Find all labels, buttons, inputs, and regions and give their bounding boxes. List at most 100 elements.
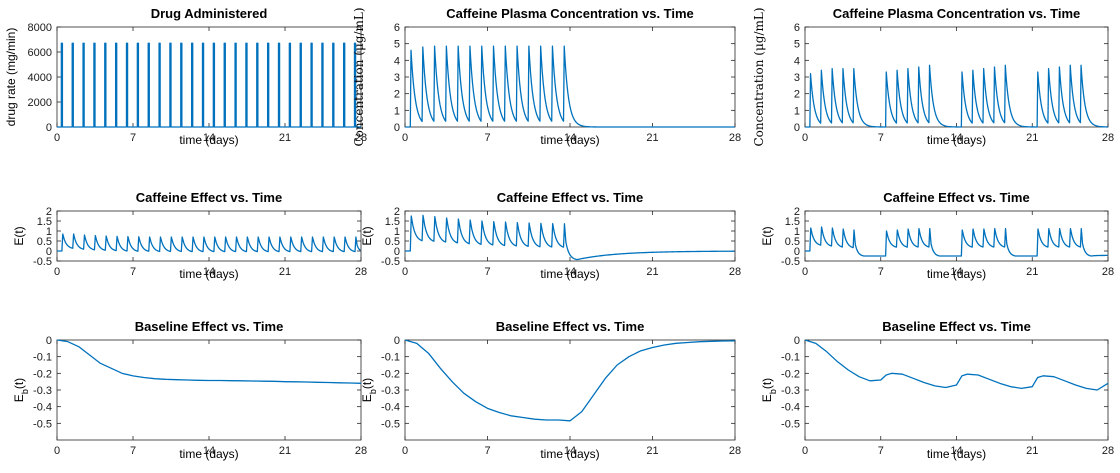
x-tick-label: 7 (878, 445, 884, 457)
y-tick-label: 5 (394, 39, 400, 51)
y-tick-label: 5 (794, 39, 800, 51)
panel-title: Caffeine Effect vs. Time (497, 190, 643, 205)
x-tick-label: 21 (1026, 445, 1038, 457)
y-axis-label: Concentration (μg/mL) (352, 7, 366, 146)
x-tick-label: 21 (1026, 132, 1038, 144)
panel-p12: Caffeine Plasma Concentration vs. Time 0 7… (352, 6, 741, 147)
x-tick-label: 21 (279, 132, 291, 144)
x-tick-label: 0 (54, 445, 60, 457)
y-tick-label: -0.2 (381, 368, 400, 380)
y-tick-label: -0.5 (781, 256, 800, 268)
y-tick-label: -0.5 (33, 256, 52, 268)
y-tick-label: -0.5 (381, 256, 400, 268)
y-tick-label: 2 (394, 89, 400, 101)
panel-title: Baseline Effect vs. Time (135, 319, 284, 334)
plot-area (804, 26, 1109, 128)
series-line (404, 339, 736, 422)
y-tick-label: 2 (46, 206, 52, 218)
x-tick-label: 7 (484, 266, 490, 278)
panel-title: Caffeine Effect vs. Time (883, 190, 1029, 205)
y-tick-label: 1.5 (785, 216, 800, 228)
x-tick-label: 21 (646, 132, 658, 144)
plot-area (404, 210, 736, 262)
x-tick-label: 0 (54, 132, 60, 144)
x-tick-label: 7 (878, 266, 884, 278)
plot-area (404, 339, 736, 441)
y-axis-label: drug rate (mg/min) (4, 28, 18, 127)
y-tick-label: 2 (794, 89, 800, 101)
y-tick-label: -0.1 (381, 352, 400, 364)
y-tick-label: 2 (394, 206, 400, 218)
y-axis-label: Eb(t) (760, 378, 778, 402)
x-tick-label: 21 (279, 445, 291, 457)
plot-area (56, 26, 362, 128)
y-tick-label: 1 (794, 105, 800, 117)
x-tick-label: 14 (203, 266, 215, 278)
y-tick-label: 1 (794, 226, 800, 238)
y-axis-label: E(t) (12, 226, 26, 245)
x-tick-label: 21 (646, 266, 658, 278)
y-tick-label: 0 (46, 335, 52, 347)
y-tick-label: -0.3 (381, 385, 400, 397)
panel-p11: Drug Administered 0 7 14 21 28 0 2000 4000 6000 80… (4, 6, 367, 147)
series-line (805, 64, 1108, 128)
panel-title: Drug Administered (151, 6, 268, 21)
y-tick-label: 1 (394, 226, 400, 238)
series-line (56, 339, 362, 384)
x-tick-label: 14 (203, 445, 215, 457)
y-tick-label: -0.1 (781, 352, 800, 364)
y-tick-label: 4000 (28, 72, 52, 84)
x-tick-label: 28 (1102, 445, 1114, 457)
x-tick-label: 7 (878, 132, 884, 144)
y-tick-label: 0 (394, 335, 400, 347)
x-tick-label: 28 (1102, 266, 1114, 278)
x-tick-label: 0 (802, 132, 808, 144)
y-tick-label: 0.5 (785, 236, 800, 248)
y-tick-label: 1 (46, 226, 52, 238)
y-tick-label: -0.5 (781, 418, 800, 430)
y-tick-label: 0 (394, 246, 400, 258)
x-tick-label: 14 (203, 132, 215, 144)
x-tick-label: 0 (402, 445, 408, 457)
y-tick-label: 4 (794, 55, 800, 67)
y-tick-label: 1.5 (385, 216, 400, 228)
y-tick-label: 6 (394, 22, 400, 34)
panel-title: Caffeine Plasma Concentration vs. Time (446, 6, 694, 21)
plot-area (804, 339, 1109, 441)
x-tick-label: 14 (950, 132, 962, 144)
y-tick-label: 1.5 (37, 216, 52, 228)
y-tick-label: -0.5 (381, 418, 400, 430)
panel-p31: Baseline Effect vs. Time 0 7 14 21 28 -0.5 -0.4… (12, 319, 367, 461)
x-tick-label: 28 (355, 266, 367, 278)
y-tick-label: 0 (794, 335, 800, 347)
x-tick-label: 14 (564, 132, 576, 144)
x-tick-label: 14 (564, 445, 576, 457)
panel-title: Caffeine Effect vs. Time (136, 190, 282, 205)
y-tick-label: 2000 (28, 97, 52, 109)
x-axis-label: time (days) (927, 267, 986, 281)
series-line (804, 339, 1109, 391)
panel-title: Caffeine Plasma Concentration vs. Time (833, 6, 1081, 21)
x-tick-label: 28 (729, 132, 741, 144)
x-tick-label: 28 (729, 445, 741, 457)
y-tick-label: -0.3 (33, 385, 52, 397)
x-tick-label: 14 (950, 266, 962, 278)
x-axis-label: time (days) (540, 267, 599, 281)
plot-area (804, 210, 1109, 262)
x-axis-label: time (days) (540, 447, 599, 461)
y-tick-label: 0 (794, 246, 800, 258)
y-tick-label: -0.4 (33, 402, 52, 414)
x-axis-label: time (days) (179, 447, 238, 461)
y-tick-label: 0 (794, 122, 800, 134)
x-tick-label: 7 (484, 132, 490, 144)
x-tick-label: 7 (130, 266, 136, 278)
x-tick-label: 14 (564, 266, 576, 278)
y-tick-label: 3 (794, 72, 800, 84)
x-tick-label: 21 (646, 445, 658, 457)
y-tick-label: 0 (394, 122, 400, 134)
x-axis-label: time (days) (540, 133, 599, 147)
x-tick-label: 0 (802, 266, 808, 278)
y-tick-label: -0.3 (781, 385, 800, 397)
